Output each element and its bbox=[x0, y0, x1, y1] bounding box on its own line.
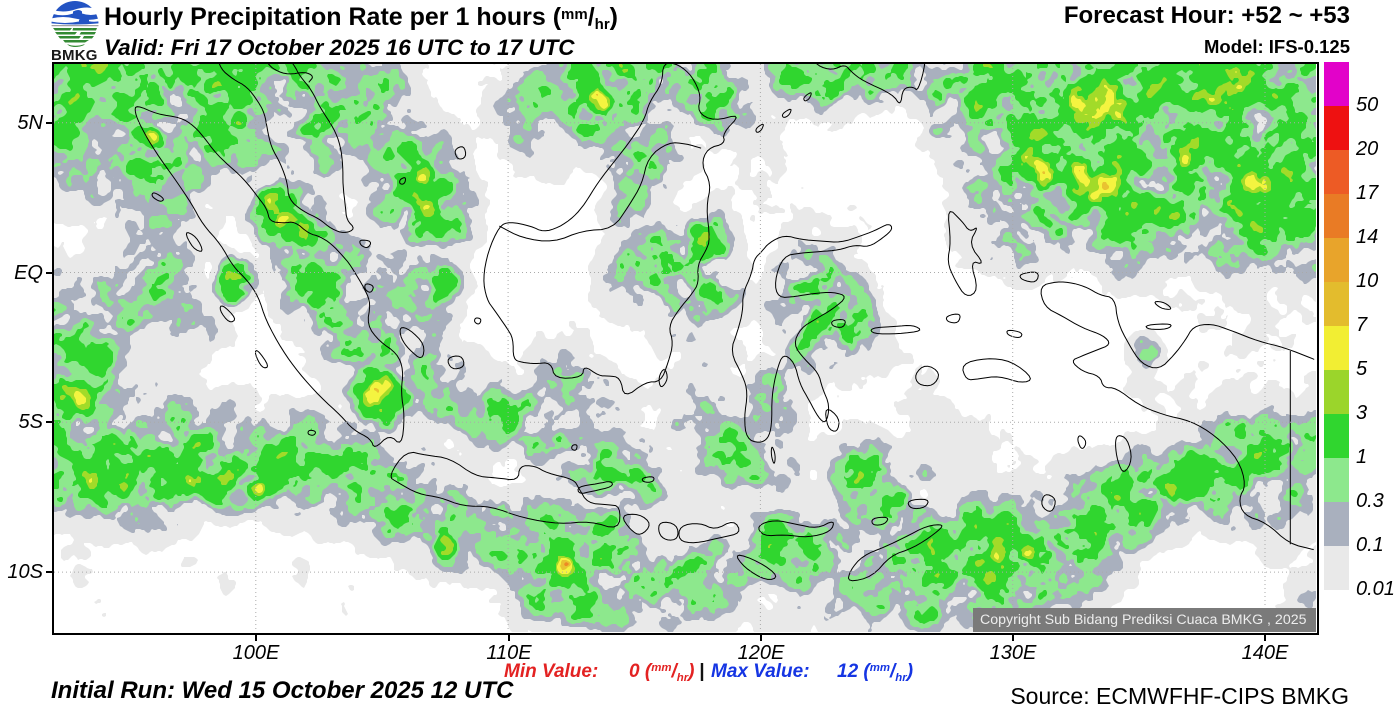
svg-text:Copyright Sub Bidang Prediksi: Copyright Sub Bidang Prediksi Cuaca BMKG… bbox=[980, 612, 1307, 628]
